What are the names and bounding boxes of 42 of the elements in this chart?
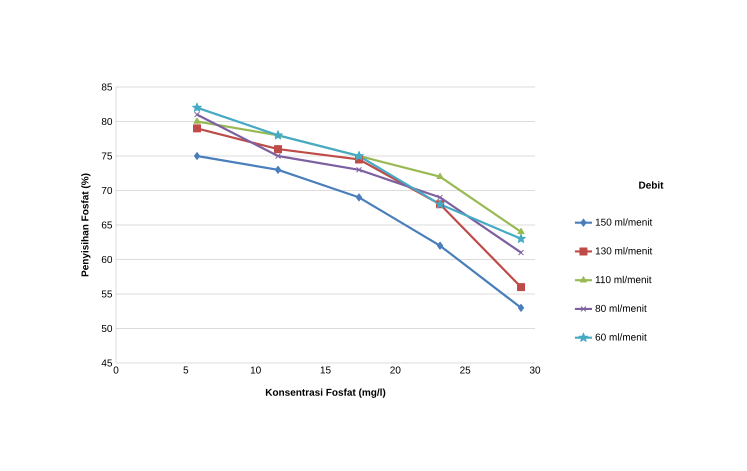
point xyxy=(274,166,282,174)
y-tick-label: 45 xyxy=(102,359,112,366)
point xyxy=(274,145,282,154)
legend-label: 130 ml/menit xyxy=(596,247,652,254)
legend-label: 110 ml/menit xyxy=(596,276,652,284)
point xyxy=(437,194,443,200)
x-axis-title: Konsentrasi Fosfat (mg/l) xyxy=(266,388,386,398)
x-tick-label: 20 xyxy=(390,366,401,374)
point xyxy=(518,304,524,312)
y-axis-title: Penyisihan Fosfat (%) xyxy=(81,174,90,276)
point xyxy=(356,193,362,202)
point xyxy=(517,283,526,292)
y-tick-label: 85 xyxy=(102,83,112,91)
x-tick-label: 5 xyxy=(183,366,188,374)
point xyxy=(518,250,524,256)
x-tick-label: 15 xyxy=(320,366,331,374)
y-tick-label: 60 xyxy=(102,256,112,264)
x-tick-label: 25 xyxy=(460,366,470,374)
point xyxy=(436,172,444,179)
y-tick-label: 55 xyxy=(102,290,112,298)
point xyxy=(194,152,200,160)
y-tick-label: 75 xyxy=(102,152,112,160)
legend-label: 150 ml/menit xyxy=(596,218,652,226)
point xyxy=(193,124,202,132)
point xyxy=(436,242,444,250)
point xyxy=(516,234,526,243)
point xyxy=(192,102,202,112)
legend-label: 80 ml/menit xyxy=(596,304,647,312)
point xyxy=(194,112,200,118)
point xyxy=(275,153,281,159)
x-tick-label: 10 xyxy=(250,366,261,374)
x-tick-label: 30 xyxy=(530,366,540,374)
legend-label: 60 ml/menit xyxy=(596,333,647,341)
point xyxy=(356,166,362,173)
x-tick-label: 0 xyxy=(114,366,118,374)
point xyxy=(518,228,525,234)
y-tick-label: 50 xyxy=(102,324,112,332)
legend-title: Debit xyxy=(639,181,664,189)
y-tick-label: 65 xyxy=(102,221,112,229)
y-tick-label: 80 xyxy=(102,118,112,126)
point xyxy=(193,117,201,124)
y-tick-label: 70 xyxy=(102,186,112,194)
